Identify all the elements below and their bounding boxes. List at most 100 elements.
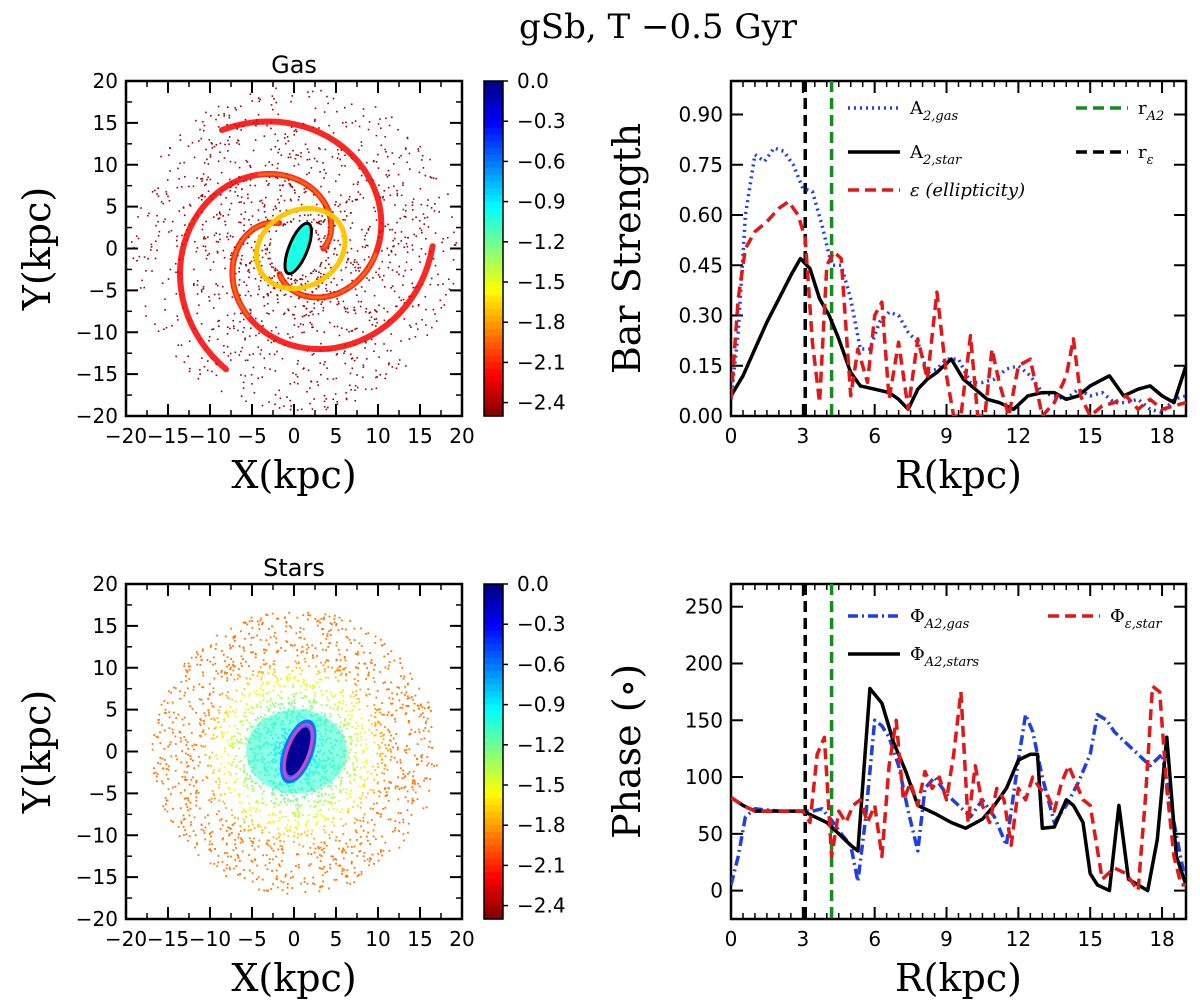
- star-particle: [239, 700, 242, 703]
- star-particle: [235, 865, 238, 867]
- star-particle: [203, 722, 205, 725]
- gas-particle: [402, 284, 404, 286]
- gas-particle: [257, 219, 260, 221]
- gas-particle: [311, 408, 314, 410]
- gas-particle: [424, 295, 427, 298]
- star-particle: [244, 708, 247, 711]
- gas-particle: [412, 286, 415, 289]
- gas-particle: [365, 307, 368, 310]
- star-particle: [241, 850, 244, 853]
- star-particle: [286, 679, 289, 681]
- gas-particle: [396, 194, 399, 197]
- gas-particle: [293, 165, 296, 167]
- star-particle: [288, 702, 290, 705]
- star-particle: [413, 709, 415, 712]
- star-particle: [376, 689, 379, 692]
- gas-particle: [322, 161, 324, 164]
- gas-particle: [374, 210, 377, 213]
- gas-particle: [249, 309, 252, 312]
- gas-particle: [383, 343, 385, 345]
- star-particle: [282, 816, 284, 819]
- gas-particle: [367, 228, 370, 230]
- gas-particle: [211, 143, 213, 145]
- colorbar-tick-label: −0.9: [517, 693, 566, 717]
- gas-particle: [333, 224, 336, 227]
- gas-particle: [234, 161, 237, 164]
- star-particle: [365, 694, 368, 697]
- star-particle: [356, 737, 359, 740]
- gas-particle: [197, 377, 200, 380]
- gas-particle: [196, 247, 199, 249]
- star-particle: [341, 851, 344, 854]
- star-particle: [334, 802, 337, 805]
- star-particle: [309, 805, 312, 808]
- gas-particle: [287, 179, 290, 181]
- star-particle: [229, 791, 232, 794]
- star-particle: [200, 823, 203, 826]
- colorbar-swatch: [484, 677, 503, 686]
- star-particle: [350, 789, 352, 792]
- star-particle: [291, 693, 294, 696]
- star-particle: [330, 796, 333, 799]
- star-particle: [210, 835, 213, 838]
- star-particle: [274, 674, 277, 677]
- star-particle: [355, 721, 358, 724]
- gas-particle: [215, 118, 217, 121]
- star-particle: [353, 773, 356, 776]
- star-particle: [301, 796, 304, 798]
- star-particle: [305, 683, 308, 686]
- star-particle: [219, 828, 222, 830]
- gas-particle: [331, 156, 334, 158]
- star-particle: [202, 674, 205, 677]
- gas-particle: [252, 353, 254, 355]
- star-particle: [396, 748, 399, 751]
- star-particle: [237, 673, 240, 676]
- star-particle: [324, 793, 327, 796]
- colorbar-swatch: [484, 288, 503, 296]
- star-particle: [422, 807, 425, 810]
- colorbar: 0.0−0.3−0.6−0.9−1.2−1.5−1.8−2.1−2.4: [483, 69, 566, 417]
- gas-particle: [239, 320, 241, 323]
- star-particle: [233, 742, 236, 745]
- star-particle: [349, 741, 352, 744]
- star-particle: [235, 773, 238, 775]
- gas-particle: [269, 368, 271, 370]
- gas-particle: [263, 357, 266, 360]
- star-particle: [299, 631, 301, 633]
- star-particle: [410, 728, 413, 731]
- star-particle: [327, 818, 330, 820]
- gas-particle: [309, 321, 312, 324]
- star-particle: [198, 722, 201, 725]
- star-particle: [395, 733, 398, 735]
- gas-particle: [300, 278, 302, 280]
- star-particle: [256, 706, 258, 708]
- star-particle: [296, 807, 299, 810]
- star-particle: [341, 867, 344, 870]
- star-particle: [276, 680, 279, 683]
- star-particle: [383, 713, 385, 716]
- gas-particle: [377, 153, 379, 156]
- gas-particle: [200, 195, 202, 197]
- colorbar-tick-label: −1.2: [517, 230, 566, 254]
- gas-particle: [177, 344, 180, 346]
- star-particle: [370, 772, 373, 775]
- gas-particle: [206, 178, 208, 181]
- gas-particle: [306, 220, 308, 222]
- gas-particle: [432, 177, 435, 179]
- gas-particle: [299, 278, 301, 281]
- star-particle: [402, 769, 404, 772]
- star-particle: [334, 670, 336, 673]
- star-particle: [292, 800, 295, 803]
- star-particle: [234, 843, 236, 846]
- gas-particle: [180, 185, 183, 188]
- star-particle: [339, 674, 342, 677]
- star-particle: [389, 758, 392, 761]
- star-particle: [325, 637, 328, 640]
- gas-particle: [282, 313, 285, 316]
- star-particle: [255, 810, 257, 813]
- gas-particle: [215, 282, 217, 285]
- gas-particle: [251, 383, 253, 385]
- star-particle: [188, 668, 191, 671]
- star-particle: [257, 801, 259, 804]
- star-particle: [300, 685, 302, 688]
